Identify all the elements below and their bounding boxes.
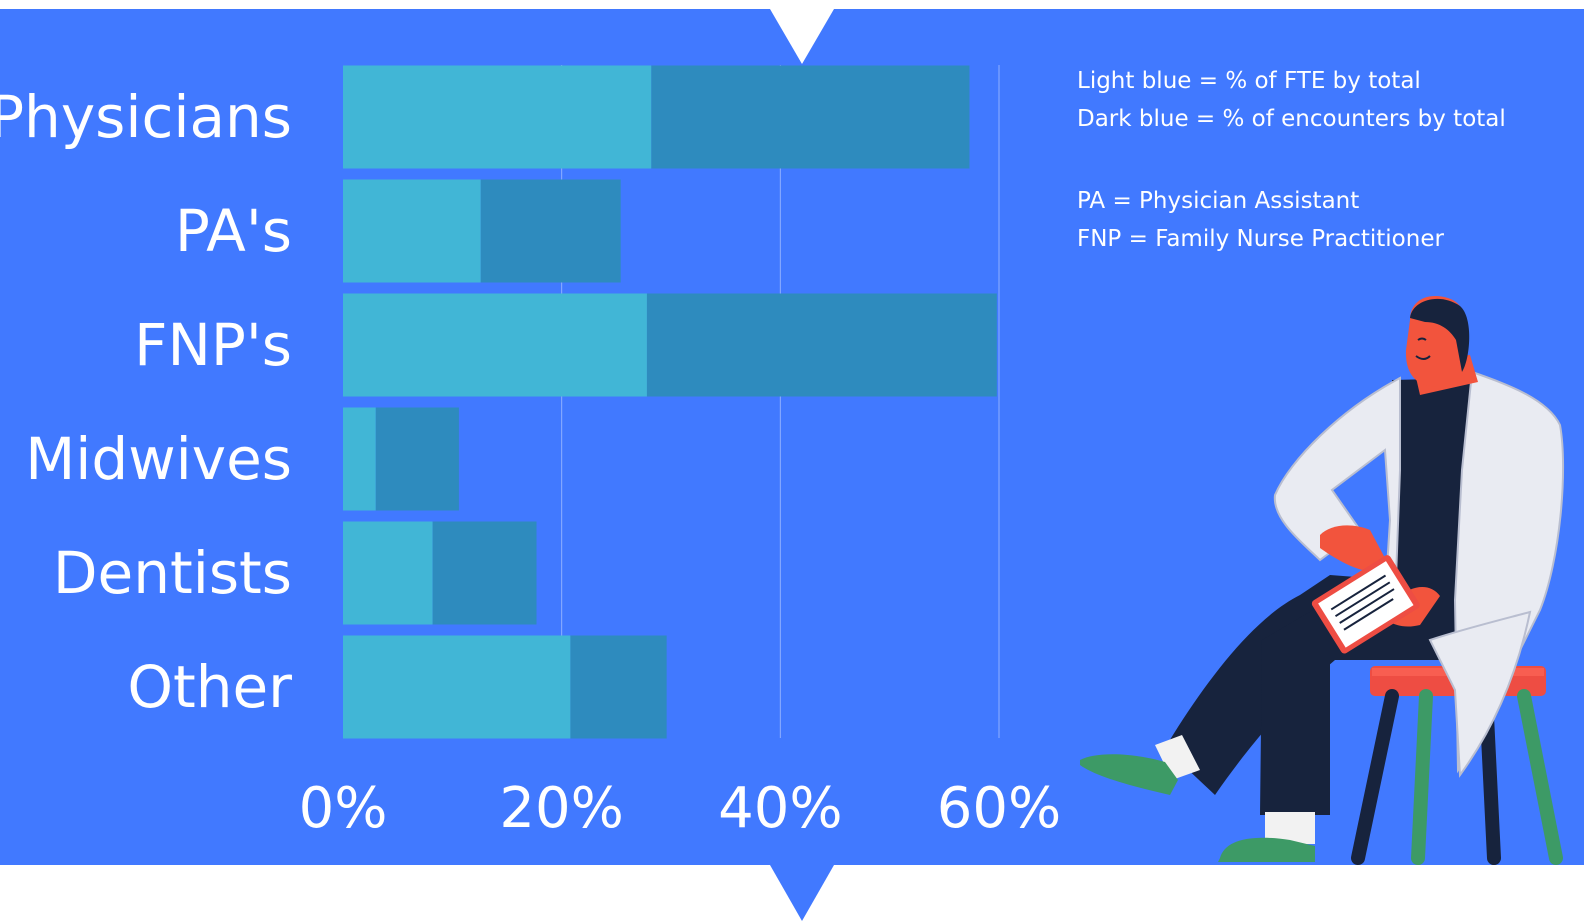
leg: [1260, 600, 1470, 815]
legend-fte: Light blue = % of FTE by total: [1077, 68, 1421, 94]
bar-fte: [343, 293, 647, 397]
hair: [1410, 298, 1470, 372]
category-label: FNP's: [134, 311, 292, 379]
bar-fte: [343, 65, 652, 169]
bar-encounters: [432, 521, 537, 625]
bar-encounters: [570, 635, 667, 739]
x-tick-label: 60%: [937, 776, 1061, 841]
bar-encounters: [646, 293, 997, 397]
x-tick-labels: 0% 20% 40% 60%: [299, 776, 1062, 841]
category-labels: Physicians PA's FNP's Midwives Dentists Other: [0, 83, 292, 721]
shoe: [1218, 837, 1315, 862]
clipboard-icon: [1311, 555, 1420, 654]
x-tick-label: 0%: [299, 776, 388, 841]
bar-fte: [343, 635, 571, 739]
bar-encounters: [651, 65, 970, 169]
bar-encounters: [480, 179, 621, 283]
category-label: Other: [127, 653, 292, 721]
stool-leg: [1517, 689, 1563, 865]
bottom-pointer: [770, 865, 834, 921]
stool-leg: [1411, 689, 1433, 865]
legend: Light blue = % of FTE by total Dark blue…: [1077, 62, 1557, 258]
gridlines: [561, 65, 1000, 738]
hand: [1320, 525, 1386, 570]
stool-leg: [1351, 689, 1399, 865]
legend-encounters: Dark blue = % of encounters by total: [1077, 106, 1506, 132]
top-pointer-notch: [770, 9, 834, 64]
bar-fte: [343, 407, 376, 511]
category-label: Midwives: [25, 425, 292, 493]
category-label: Dentists: [53, 539, 292, 607]
shoe: [1080, 754, 1178, 795]
x-tick-label: 20%: [499, 776, 623, 841]
category-label: Physicians: [0, 83, 292, 151]
bar-fte: [343, 179, 481, 283]
abbreviation-fnp: FNP = Family Nurse Practitioner: [1077, 226, 1444, 252]
abbreviation-pa: PA = Physician Assistant: [1077, 188, 1360, 214]
category-label: PA's: [175, 197, 292, 265]
bar-fte: [343, 521, 433, 625]
bars: [343, 65, 997, 739]
x-tick-label: 40%: [718, 776, 842, 841]
doctor-illustration: [1080, 296, 1565, 865]
bar-encounters: [375, 407, 459, 511]
